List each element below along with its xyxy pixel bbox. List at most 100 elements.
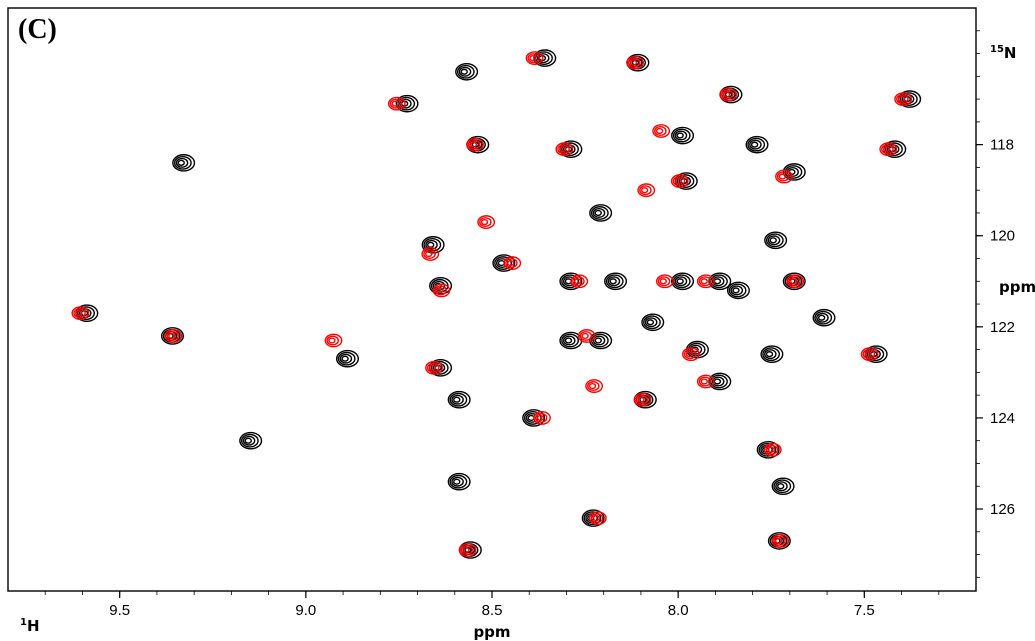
- contour-ring: [168, 332, 176, 340]
- contour-ring: [640, 187, 649, 194]
- contour-ring: [324, 333, 343, 348]
- contour-ring: [760, 345, 784, 363]
- contour-ring: [462, 546, 470, 554]
- contour-ring: [774, 537, 783, 544]
- contour-ring: [629, 59, 638, 66]
- contour-ring: [635, 394, 649, 405]
- contour-ring: [607, 276, 621, 287]
- contour-ring: [564, 337, 573, 344]
- y-tick-label: 124: [990, 410, 1015, 427]
- contour-ring: [328, 337, 336, 344]
- contour-ring: [337, 351, 356, 366]
- contour-ring: [639, 185, 652, 196]
- red-peak: [655, 274, 674, 289]
- contour-ring: [767, 446, 775, 453]
- contour-ring: [896, 94, 909, 105]
- contour-ring: [698, 376, 712, 387]
- contour-ring: [432, 283, 451, 298]
- contour-ring: [711, 376, 725, 387]
- red-peak: [432, 283, 451, 298]
- red-peak: [670, 174, 689, 188]
- contour-ring: [429, 277, 453, 295]
- contour-ring: [434, 285, 447, 296]
- contour-ring: [506, 259, 515, 267]
- contour-ring: [643, 315, 661, 330]
- contour-ring: [894, 92, 913, 106]
- contour-ring: [879, 142, 898, 157]
- red-peak: [421, 247, 440, 261]
- contour-ring: [425, 360, 443, 375]
- contour-ring: [708, 272, 732, 291]
- contour-ring: [469, 141, 478, 148]
- contour-ring: [862, 349, 876, 360]
- contour-ring: [885, 142, 903, 157]
- contour-ring: [455, 62, 479, 81]
- contour-ring: [421, 236, 445, 254]
- black-peak: [447, 390, 471, 409]
- black-peak: [589, 204, 613, 222]
- contour-ring: [426, 362, 440, 373]
- red-peak: [577, 329, 596, 343]
- contour-ring: [713, 378, 722, 385]
- black-peak: [726, 281, 750, 300]
- contour-ring: [671, 272, 695, 291]
- y-tick-label: 126: [990, 501, 1015, 518]
- contour-ring: [594, 209, 602, 217]
- contour-ring: [479, 217, 492, 228]
- contour-ring: [594, 337, 602, 344]
- contour-ring: [244, 437, 252, 444]
- contour-ring: [765, 351, 774, 358]
- contour-ring: [585, 379, 604, 393]
- contour-ring: [711, 276, 725, 287]
- black-peak: [239, 431, 263, 450]
- contour-ring: [581, 509, 605, 527]
- contour-ring: [480, 218, 489, 226]
- contour-ring: [460, 545, 474, 556]
- contour-ring: [659, 278, 667, 285]
- black-peak: [447, 472, 471, 491]
- contour-ring: [747, 137, 766, 152]
- black-peak: [812, 308, 836, 327]
- contour-ring: [817, 314, 826, 321]
- contour-ring: [587, 381, 600, 392]
- contour-ring: [726, 281, 750, 300]
- contour-ring: [776, 171, 790, 182]
- contour-ring: [335, 349, 359, 368]
- contour-ring: [453, 396, 461, 403]
- contour-ring: [674, 276, 688, 287]
- y-tick-label: 118: [990, 137, 1014, 154]
- contour-ring: [458, 543, 477, 557]
- red-peak: [682, 347, 700, 362]
- contour-ring: [456, 64, 475, 79]
- contour-ring: [73, 308, 86, 319]
- black-peak: [421, 236, 445, 254]
- contour-ring: [387, 96, 406, 111]
- y-axis-ticks: 118 120 122 124 126: [976, 30, 1015, 578]
- contour-ring: [581, 332, 589, 340]
- contour-ring: [633, 392, 652, 407]
- contour-ring: [652, 124, 671, 138]
- contour-ring: [172, 154, 196, 172]
- contour-ring: [782, 272, 806, 291]
- contour-ring: [425, 239, 438, 250]
- contour-ring: [637, 183, 656, 198]
- contour-ring: [764, 349, 777, 360]
- red-peak: [324, 333, 343, 348]
- contour-ring: [561, 142, 579, 157]
- y-unit-label: ppm: [999, 278, 1035, 296]
- red-peak: [879, 142, 898, 157]
- red-peak: [555, 142, 574, 157]
- contour-ring: [536, 414, 545, 422]
- black-peak: [559, 331, 583, 350]
- contour-ring: [536, 53, 550, 64]
- contour-ring: [789, 278, 798, 285]
- contour-ring: [467, 139, 481, 150]
- contour-ring: [708, 372, 732, 391]
- contour-ring: [534, 412, 548, 423]
- contour-ring: [555, 142, 574, 157]
- black-peak: [764, 231, 788, 250]
- contour-ring: [341, 355, 349, 362]
- contour-ring: [672, 128, 691, 143]
- contour-ring: [788, 276, 801, 287]
- black-peak: [745, 135, 769, 154]
